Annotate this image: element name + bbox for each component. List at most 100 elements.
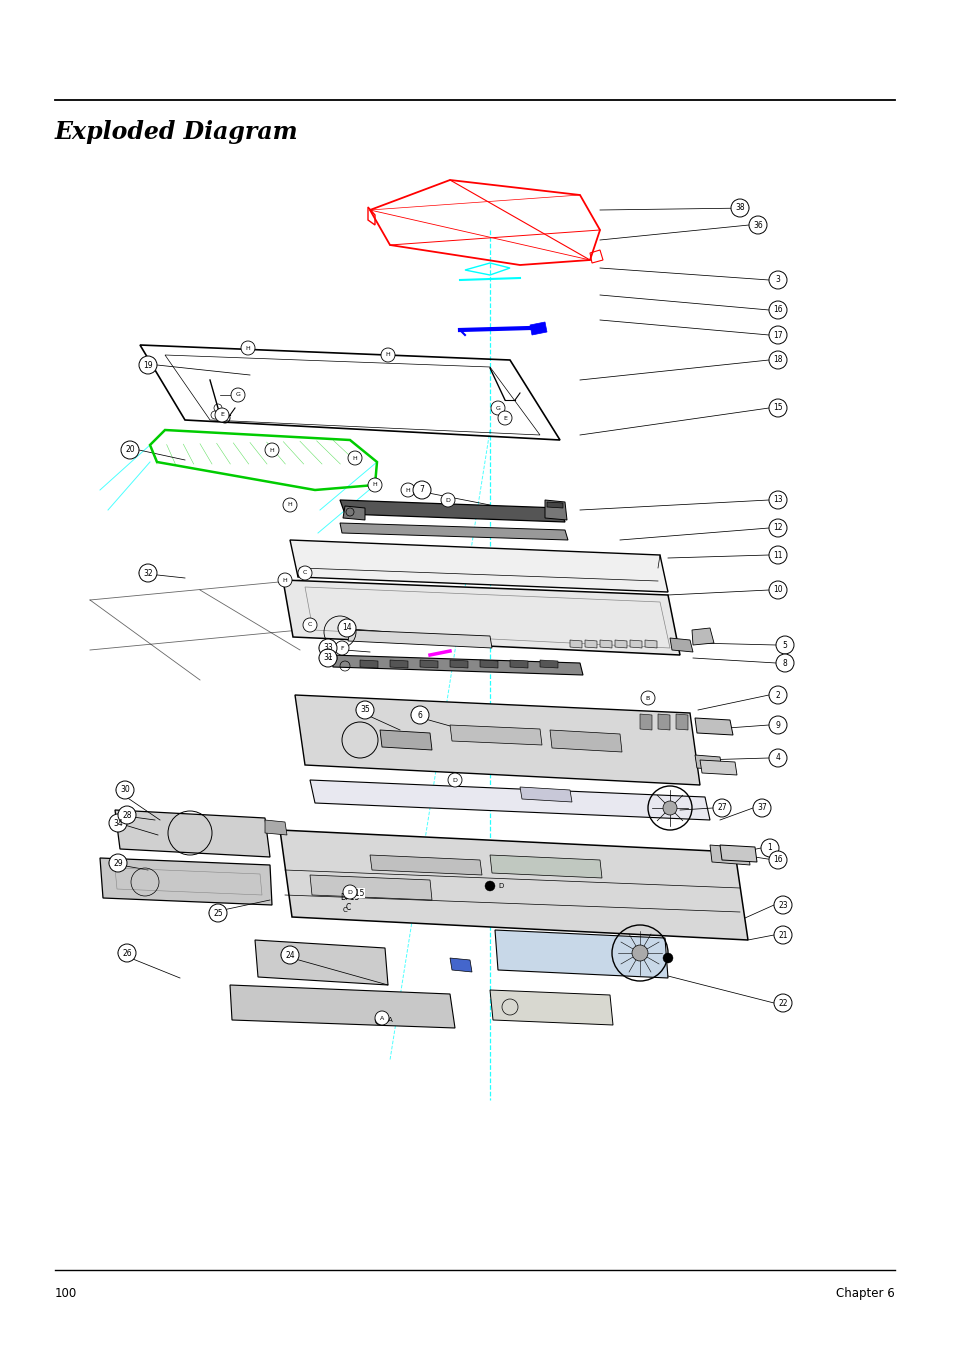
Polygon shape bbox=[546, 503, 562, 508]
Polygon shape bbox=[569, 640, 581, 648]
Text: E: E bbox=[220, 412, 224, 417]
Text: H: H bbox=[245, 346, 250, 350]
Text: A: A bbox=[388, 1017, 393, 1023]
Text: C: C bbox=[328, 655, 332, 661]
Text: D: D bbox=[497, 884, 503, 889]
Text: 15: 15 bbox=[772, 404, 782, 412]
Circle shape bbox=[303, 617, 316, 632]
Polygon shape bbox=[310, 780, 709, 820]
Circle shape bbox=[375, 1011, 389, 1025]
Circle shape bbox=[768, 851, 786, 869]
Polygon shape bbox=[700, 761, 737, 775]
Circle shape bbox=[775, 654, 793, 671]
Circle shape bbox=[768, 399, 786, 417]
Circle shape bbox=[768, 490, 786, 509]
Polygon shape bbox=[495, 929, 667, 978]
Circle shape bbox=[380, 349, 395, 362]
Circle shape bbox=[730, 199, 748, 218]
Circle shape bbox=[768, 351, 786, 369]
Circle shape bbox=[231, 388, 245, 403]
Text: 2: 2 bbox=[775, 690, 780, 700]
Circle shape bbox=[748, 216, 766, 234]
Circle shape bbox=[121, 440, 139, 459]
Circle shape bbox=[440, 493, 455, 507]
Circle shape bbox=[283, 499, 296, 512]
Text: Exploded Diagram: Exploded Diagram bbox=[55, 120, 298, 145]
Text: 18: 18 bbox=[773, 355, 781, 365]
Circle shape bbox=[768, 272, 786, 289]
Polygon shape bbox=[584, 640, 597, 648]
Circle shape bbox=[775, 636, 793, 654]
Text: H: H bbox=[353, 455, 357, 461]
Circle shape bbox=[281, 946, 298, 965]
Circle shape bbox=[214, 408, 229, 422]
Text: 37: 37 bbox=[757, 804, 766, 812]
Circle shape bbox=[368, 478, 381, 492]
Text: H: H bbox=[405, 488, 410, 493]
Text: 26: 26 bbox=[122, 948, 132, 958]
Polygon shape bbox=[280, 830, 747, 940]
Text: 34: 34 bbox=[113, 819, 123, 828]
Text: H: H bbox=[270, 447, 274, 453]
Circle shape bbox=[768, 748, 786, 767]
Text: 8: 8 bbox=[781, 658, 786, 667]
Polygon shape bbox=[490, 990, 613, 1025]
Circle shape bbox=[448, 773, 461, 788]
Polygon shape bbox=[283, 580, 679, 655]
Text: 3: 3 bbox=[775, 276, 780, 285]
Circle shape bbox=[348, 451, 361, 465]
Polygon shape bbox=[379, 730, 432, 750]
Polygon shape bbox=[720, 844, 757, 862]
Polygon shape bbox=[450, 958, 472, 971]
Polygon shape bbox=[450, 725, 541, 744]
Text: 32: 32 bbox=[143, 569, 152, 577]
Text: 9: 9 bbox=[775, 720, 780, 730]
Text: H: H bbox=[282, 577, 287, 582]
Text: 5: 5 bbox=[781, 640, 786, 650]
Circle shape bbox=[768, 301, 786, 319]
Text: 35: 35 bbox=[359, 705, 370, 715]
Circle shape bbox=[323, 651, 336, 665]
Polygon shape bbox=[629, 640, 641, 648]
Text: 28: 28 bbox=[122, 811, 132, 820]
Text: H: H bbox=[385, 353, 390, 358]
Circle shape bbox=[768, 519, 786, 536]
Text: 31: 31 bbox=[323, 654, 333, 662]
Circle shape bbox=[768, 326, 786, 345]
Circle shape bbox=[297, 566, 312, 580]
Circle shape bbox=[773, 925, 791, 944]
Circle shape bbox=[118, 944, 136, 962]
Polygon shape bbox=[639, 713, 651, 730]
Circle shape bbox=[241, 340, 254, 355]
Text: 29: 29 bbox=[113, 858, 123, 867]
Circle shape bbox=[318, 639, 336, 657]
Circle shape bbox=[773, 994, 791, 1012]
Circle shape bbox=[631, 944, 647, 961]
Circle shape bbox=[400, 484, 415, 497]
Text: C: C bbox=[308, 623, 312, 627]
Circle shape bbox=[265, 443, 278, 457]
Polygon shape bbox=[691, 628, 713, 644]
Text: D: D bbox=[445, 497, 450, 503]
Text: C: C bbox=[345, 904, 351, 912]
Circle shape bbox=[491, 401, 504, 415]
Circle shape bbox=[355, 701, 374, 719]
Polygon shape bbox=[419, 661, 437, 667]
Polygon shape bbox=[539, 661, 558, 667]
Circle shape bbox=[337, 619, 355, 638]
Circle shape bbox=[768, 716, 786, 734]
Polygon shape bbox=[310, 875, 432, 900]
Text: 38: 38 bbox=[735, 204, 744, 212]
Circle shape bbox=[752, 798, 770, 817]
Polygon shape bbox=[709, 844, 749, 865]
Polygon shape bbox=[519, 788, 572, 802]
Circle shape bbox=[773, 896, 791, 915]
Circle shape bbox=[712, 798, 730, 817]
Text: 4: 4 bbox=[775, 754, 780, 762]
Polygon shape bbox=[550, 730, 621, 753]
Polygon shape bbox=[390, 661, 408, 667]
Text: 12: 12 bbox=[773, 523, 781, 532]
Polygon shape bbox=[100, 858, 272, 905]
Polygon shape bbox=[339, 500, 564, 521]
Circle shape bbox=[139, 563, 157, 582]
